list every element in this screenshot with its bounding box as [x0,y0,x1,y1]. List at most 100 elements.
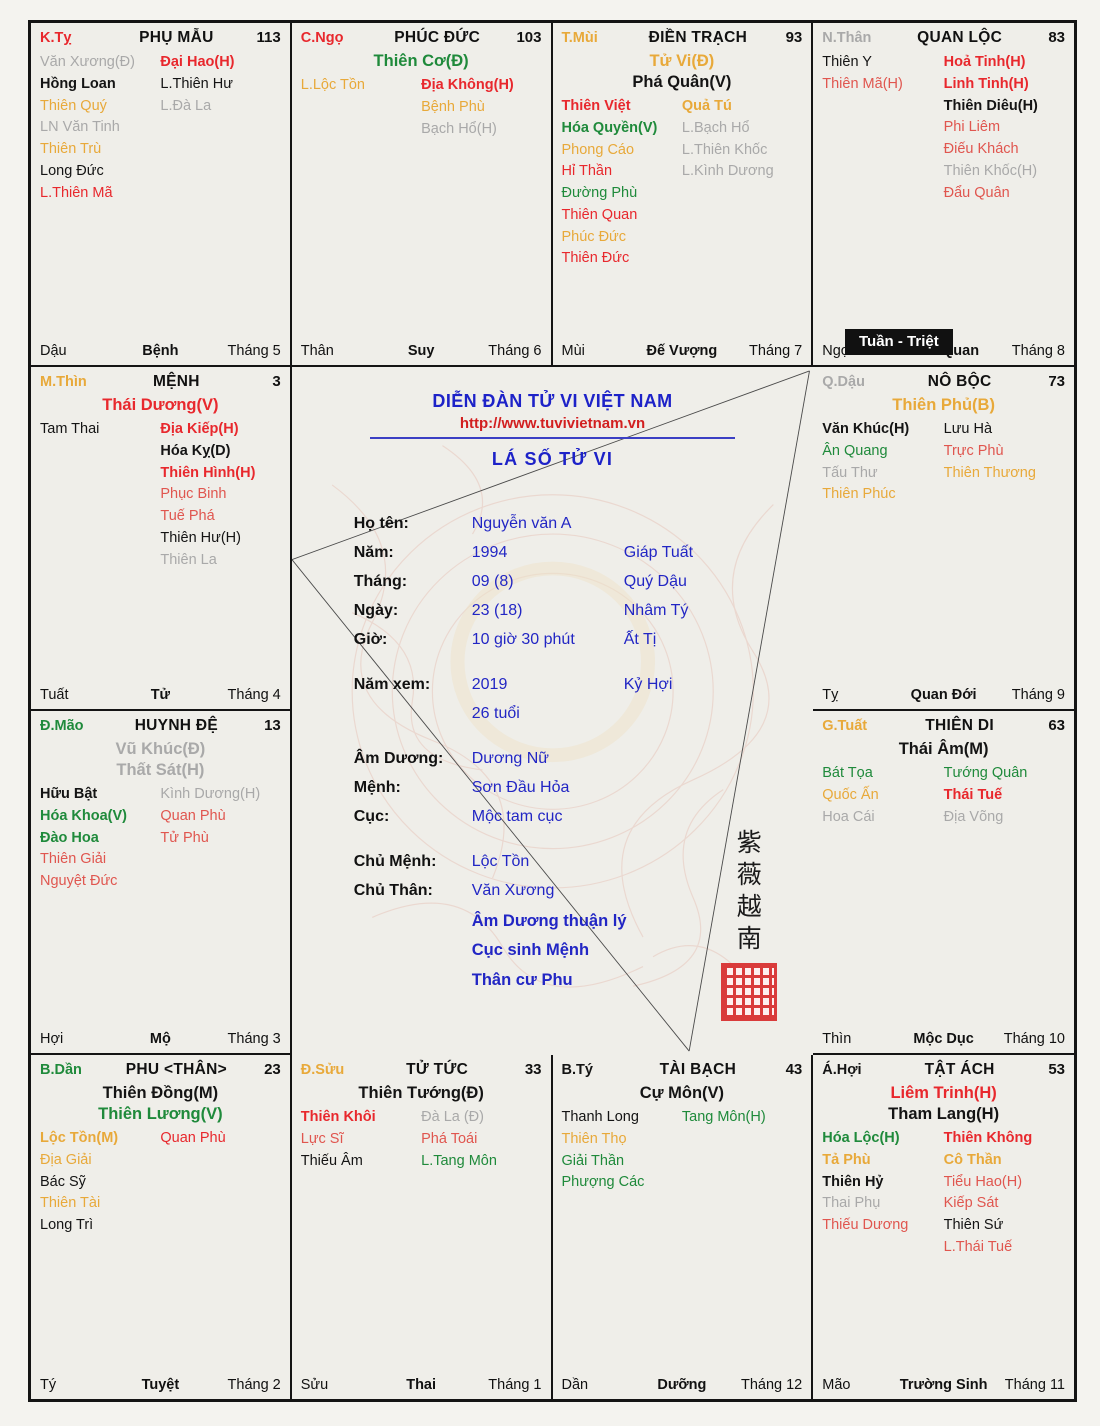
star-label: Thiên Tài [40,1195,101,1212]
star-label: Hóa Quyền(V) [561,119,658,136]
star-label: Hóa Kỵ(D) [160,442,231,459]
star-label: Thiếu Dương [822,1217,909,1234]
palace-chi: Thân [300,343,334,359]
palace-phu-th-n-[interactable]: B.Dần PHU <THÂN> 23 Thiên Đồng(M) Thiên Lươn… [31,1055,292,1399]
palace-ph-c-c[interactable]: C.Ngọ PHÚC ĐỨC 103 Thiên Cơ(Đ) L.Lộc Tồn Địa … [291,23,553,367]
palace-vongtruongsinh: Trường Sinh [899,1377,988,1393]
palace-huynh-[interactable]: Đ.Mão HUYNH ĐỆ 13 Vũ Khúc(Đ) Thất Sát(H) Hữu … [31,711,292,1055]
star-label: L.Đà La [160,97,212,114]
major-star-label: Liêm Trinh(H) [890,1084,997,1102]
info-value-secondary: Kỷ Hợi [623,676,673,693]
palace--i-n-tr-ch[interactable]: T.Mùi ĐIỀN TRẠCH 93 Tử Vi(Đ) Phá Quân(V) Thiê… [552,23,814,367]
palace-name: THIÊN DI [925,717,994,734]
star-label: Phục Binh [160,486,227,503]
info-row: Chủ Thân: Văn Xương [354,882,774,911]
palace-month: Tháng 3 [227,1031,281,1047]
minor-stars-left: Bát Tọa Quốc Ấn Hoa Cái [822,763,943,828]
minor-stars-left: Tam Thai [40,419,160,571]
minor-stars-right: Tướng Quân Thái Tuế Địa Võng [944,763,1065,828]
info-row: Âm Dương: Dương Nữ [354,750,774,779]
info-row: Giờ: 10 giờ 30 phút Ất Tị [354,631,774,660]
conclusion-line: Âm Dương thuận lý [471,912,627,930]
conclusion-line: Cục sinh Mệnh [471,941,590,960]
minor-stars-left: Hữu Bật Hóa Khoa(V) Đào Hoa Thiên Giải Nguyệ… [40,784,160,893]
major-stars: Thiên Phủ(B) [822,395,1065,416]
palace-name: PHÚC ĐỨC [394,29,481,46]
star-label: Thiên Quan [561,206,638,223]
star-label: L.Tang Môn [421,1152,497,1169]
star-label: Đẩu Quân [943,184,1010,201]
star-label: Quan Phù [160,807,226,824]
palace-chi: Mùi [561,343,585,359]
palace-footer: Tỵ Quan Đới Tháng 9 [822,687,1065,703]
star-label: Đà La (Đ) [421,1109,484,1126]
minor-stars-right: Quan Phù [160,1128,280,1237]
palace-can: B.Dần [40,1062,82,1078]
palace-ph-m-u[interactable]: K.Tỵ PHỤ MẪU 113 Văn Xương(Đ) Hồng Loan Thiên… [31,23,292,367]
star-label: Ân Quang [822,442,888,459]
star-label: Văn Xương(Đ) [40,54,135,70]
minor-stars-right: Hoả Tinh(H) Linh Tinh(H) Thiên Diêu(H) Phi … [944,52,1065,204]
info-value: Nguyễn văn A [471,515,572,532]
star-label: Lộc Tồn(M) [40,1130,119,1147]
minor-stars-right: Đại Hao(H) L.Thiên Hư L.Đà La [160,52,280,204]
star-label: Thiên Hỷ [822,1173,884,1190]
palace-m-nh[interactable]: M.Thìn MỆNH 3 Thái Dương(V) Tam Thai Địa Kiếp… [31,367,292,711]
palace-vongtruongsinh: Dưỡng [657,1377,707,1393]
star-label: Hóa Khoa(V) [40,807,127,824]
star-label: L.Bạch Hổ [681,119,750,136]
palace-vongtruongsinh: Thai [406,1377,437,1393]
palace-vongtruongsinh: Suy [407,343,435,359]
palace-month: Tháng 2 [227,1377,281,1393]
minor-stars-left: Lộc Tồn(M) Địa Giải Bác Sỹ Thiên Tài Long Tr… [40,1128,160,1237]
palace-t-i-b-ch[interactable]: B.Tý TÀI BẠCH 43 Cự Môn(V) Thanh Long Thiên T… [553,1055,814,1399]
star-label: Thiên Không [943,1130,1033,1147]
palace-footer: Tý Tuyệt Tháng 2 [40,1377,281,1393]
star-label: Thiên Mã(H) [822,75,903,92]
info-label: Họ tên: [353,515,409,532]
star-label: Thai Phụ [822,1195,881,1212]
palace-can: K.Tỵ [40,30,72,46]
palace-chi: Dậu [40,343,67,359]
palace-month: Tháng 5 [227,343,281,359]
info-value: 10 giờ 30 phút [471,631,575,648]
star-label: Tướng Quân [943,765,1028,782]
star-label: Linh Tinh(H) [943,75,1029,92]
palace-n-b-c[interactable]: Q.Dậu NÔ BỘC 73 Thiên Phủ(B) Văn Khúc(H) Ân Q… [813,367,1074,711]
palace-t-t-ch[interactable]: Á.Hợi TẬT ÁCH 53 Liêm Trinh(H) Tham Lang(H) H… [813,1055,1074,1399]
minor-stars-left: Thiên Việt Hóa Quyền(V) Phong Cáo Hỉ Thần Đư… [562,96,682,270]
star-label: Tấu Thư [822,464,878,481]
palace-age: 33 [524,1061,542,1078]
palace-age: 13 [264,717,281,734]
palace-name: PHU <THÂN> [125,1061,227,1078]
info-label: Mệnh: [353,779,401,796]
star-label: Phúc Đức [561,228,627,245]
info-label: Ngày: [353,602,399,619]
palace-quan-l-c[interactable]: N.Thân QUAN LỘC 83 Thiên Y Thiên Mã(H) Hoả Ti… [813,23,1074,367]
star-label: Tả Phù [822,1151,871,1168]
minor-stars-left: L.Lộc Tồn [301,75,421,140]
palace-age: 3 [272,373,281,390]
star-label: Thiên Hư(H) [160,529,241,546]
palace-chi: Ngọ [822,343,849,359]
palace-thi-n-di[interactable]: G.Tuất THIÊN DI 63 Thái Âm(M) Bát Tọa Quốc Ấn… [813,711,1074,1055]
major-star-label: Thiên Đồng(M) [102,1084,219,1102]
minor-stars-right: Lưu Hà Trực Phù Thiên Thương [944,419,1065,506]
info-value-secondary: Giáp Tuất [623,544,694,561]
palace-footer: Thìn Mộc Dục Tháng 10 [822,1031,1065,1047]
palace-can: T.Mùi [561,30,598,46]
forum-url[interactable]: http://www.tuvivietnam.vn [459,415,646,432]
star-label: Hồng Loan [40,75,116,92]
star-label: Điếu Khách [943,141,1019,157]
star-label: Tang Môn(H) [681,1109,766,1126]
palace-name: TẬT ÁCH [924,1061,995,1078]
major-stars: Thiên Tướng(Đ) [301,1083,542,1104]
palace-name: PHỤ MẪU [139,29,214,46]
star-label: Thiên Y [822,54,872,70]
star-label: Tuế Phá [160,508,215,525]
palace-age: 53 [1048,1061,1065,1078]
palace-t-t-c[interactable]: Đ.Sửu TỬ TỨC 33 Thiên Tướng(Đ) Thiên Khôi Lực… [292,1055,553,1399]
minor-stars-left: Văn Xương(Đ) Hồng Loan Thiên Quý LN Văn Tin… [40,52,160,204]
tuan-triet-badge[interactable]: Tuần - Triệt [845,329,953,355]
tuvi-chart: K.Tỵ PHỤ MẪU 113 Văn Xương(Đ) Hồng Loan Thiên… [28,20,1077,1402]
